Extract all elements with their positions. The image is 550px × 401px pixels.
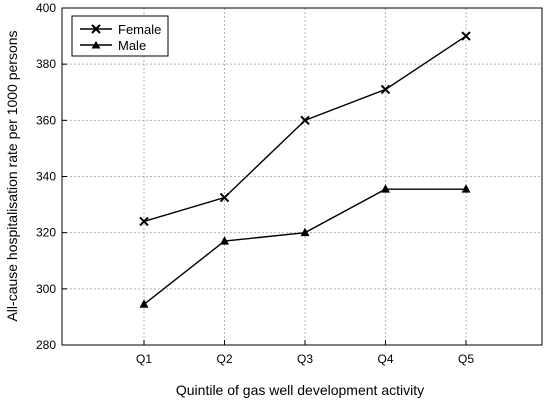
legend-marker-female bbox=[91, 24, 101, 34]
data-point-female bbox=[461, 31, 471, 41]
legend: Female Male bbox=[71, 15, 169, 57]
series-group bbox=[139, 31, 471, 308]
x-tick-label: Q3 bbox=[297, 352, 313, 366]
y-tick-label: 340 bbox=[36, 170, 56, 184]
y-tick-label: 380 bbox=[36, 57, 56, 71]
data-point-female bbox=[380, 84, 391, 95]
grid-lines bbox=[62, 8, 542, 345]
legend-marker-male bbox=[91, 41, 101, 49]
y-tick-label: 360 bbox=[36, 113, 56, 127]
data-point-male bbox=[461, 184, 471, 193]
x-tick-label: Q1 bbox=[136, 352, 152, 366]
data-point-male bbox=[300, 227, 310, 237]
y-tick-label: 320 bbox=[36, 226, 56, 240]
x-axis-label: Quintile of gas well development activit… bbox=[176, 382, 424, 398]
data-point-female bbox=[219, 192, 230, 203]
y-tick-label: 280 bbox=[36, 338, 56, 352]
legend-label-male: Male bbox=[118, 38, 146, 53]
data-point-male bbox=[381, 184, 390, 193]
legend-box bbox=[71, 15, 169, 57]
x-tick-label: Q5 bbox=[458, 352, 474, 366]
x-tick-label: Q4 bbox=[377, 352, 393, 366]
y-tick-label: 300 bbox=[36, 282, 56, 296]
data-point-male bbox=[139, 299, 149, 308]
x-tick-label: Q2 bbox=[216, 352, 232, 366]
data-point-female bbox=[300, 115, 310, 126]
y-tick-label: 400 bbox=[36, 1, 56, 15]
y-axis-label: All-cause hospitalisation rate per 1000 … bbox=[4, 30, 20, 321]
data-point-male bbox=[220, 236, 229, 245]
y-axis-ticks: 280 300 320 340 360 380 400 bbox=[36, 1, 67, 352]
x-axis-ticks: Q1 Q2 Q3 Q4 Q5 bbox=[136, 340, 474, 366]
legend-label-female: Female bbox=[118, 22, 161, 37]
data-point-female bbox=[139, 216, 149, 227]
